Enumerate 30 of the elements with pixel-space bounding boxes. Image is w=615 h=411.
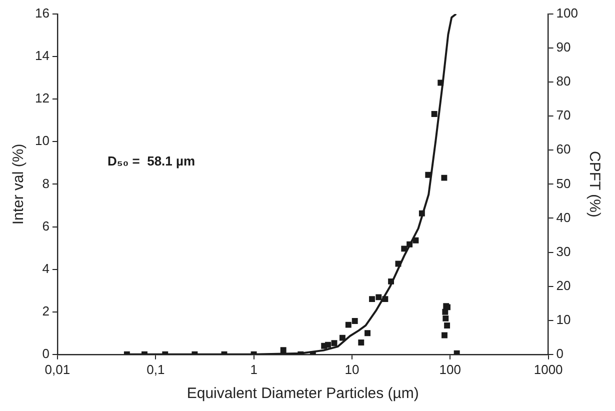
x-tick-label: 10 [344,362,360,377]
y2-tick-label: 30 [556,244,571,259]
y2-tick-label: 100 [556,6,578,21]
x-axis-title: Equivalent Diameter Particles (µm) [186,385,419,402]
y2-axis-title: CPFT (%) [586,151,603,218]
y2-tick-label: 70 [556,108,571,123]
y2-tick-label: 20 [556,278,571,293]
y-tick-label: 16 [34,6,50,21]
y2-tick-label: 50 [556,176,571,191]
y2-tick-label: 90 [556,40,571,55]
y2-tick-label: 10 [556,312,571,327]
y-tick-label: 8 [42,176,50,191]
x-tick-label: 1 [250,362,258,377]
y-tick-label: 14 [34,48,50,64]
x-tick-label: 1000 [534,362,563,377]
y2-tick-label: 0 [556,346,564,361]
y-tick-label: 6 [42,218,50,234]
x-tick-label: 0,1 [146,362,165,377]
y2-tick-label: 80 [556,74,571,89]
y-tick-label: 10 [34,133,50,148]
y-tick-label: 12 [34,90,50,106]
y2-tick-label: 40 [556,210,571,225]
y-tick-label: 4 [42,260,50,276]
y-tick-label: 0 [42,346,50,361]
annotation: D₅₀ = 58.1 µm [107,154,196,169]
x-tick-label: 0,01 [44,362,70,377]
y-tick-label: 2 [42,303,50,318]
y2-tick-label: 60 [556,142,571,157]
y-axis-title: Inter val (%) [10,144,28,225]
x-tick-label: 100 [439,362,461,377]
